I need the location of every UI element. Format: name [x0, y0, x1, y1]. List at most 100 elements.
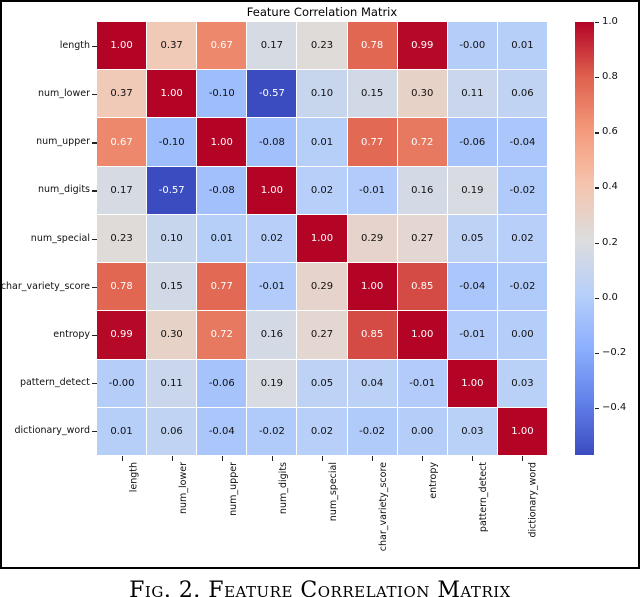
- heatmap-cell-num_digits-num_digits: 1.00: [247, 166, 297, 214]
- figure-caption: Fig. 2. Feature Correlation Matrix: [129, 578, 511, 597]
- x-tick-label-entropy: entropy: [428, 462, 439, 499]
- heatmap-cell-num_upper-num_lower: -0.10: [147, 118, 197, 166]
- heatmap-cell-entropy-length: 0.99: [97, 311, 147, 359]
- y-tick-label-num_digits: num_digits: [37, 184, 90, 196]
- heatmap-cell-num_special-num_lower: 0.10: [147, 214, 197, 263]
- heatmap-cell-char_variety_score-char_variety_score: 1.00: [347, 263, 397, 311]
- heatmap-cell-dictionary_word-length: 0.01: [97, 407, 147, 455]
- heatmap-cell-num_special-pattern_detect: 0.05: [447, 214, 497, 263]
- heatmap-cell-char_variety_score-length: 0.78: [97, 263, 147, 311]
- x-tick-label-num_special: num_special: [328, 462, 339, 522]
- x-tick-label-num_lower: num_lower: [178, 462, 189, 515]
- heatmap-cell-char_variety_score-num_digits: -0.01: [247, 263, 297, 311]
- y-tick-label-pattern_detect: pattern_detect: [19, 376, 90, 388]
- heatmap-cell-dictionary_word-dictionary_word: 1.00: [497, 407, 547, 455]
- y-tick-mark: [92, 238, 97, 240]
- heatmap-cell-num_upper-entropy: 0.72: [397, 118, 447, 166]
- heatmap-cell-entropy-num_upper: 0.72: [197, 311, 247, 359]
- y-tick-mark: [92, 430, 97, 433]
- heatmap-cell-num_lower-pattern_detect: 0.11: [447, 70, 497, 118]
- heatmap-cell-num_upper-num_special: 0.01: [297, 118, 347, 166]
- heatmap-cell-num_special-char_variety_score: 0.29: [347, 214, 397, 263]
- y-tick-label-entropy: entropy: [53, 328, 90, 340]
- heatmap-cell-length-num_digits: 0.17: [247, 22, 297, 70]
- heatmap-cell-dictionary_word-num_upper: -0.04: [197, 407, 247, 455]
- heatmap-cell-dictionary_word-num_digits: -0.02: [247, 407, 297, 455]
- x-tick-mark: [372, 456, 374, 461]
- heatmap-cell-num_digits-entropy: 0.16: [397, 166, 447, 214]
- colorbar-tick-label: −0.2: [602, 346, 627, 358]
- x-tick-label-dictionary_word: dictionary_word: [528, 462, 539, 538]
- heatmap-cell-num_lower-num_upper: -0.10: [197, 70, 247, 118]
- y-tick-mark: [92, 94, 97, 96]
- y-tick-label-num_upper: num_upper: [36, 136, 90, 148]
- figure-border: [0, 0, 640, 569]
- x-tick-label-char_variety_score: char_variety_score: [378, 462, 389, 552]
- colorbar-tick-mark: [595, 352, 599, 355]
- heatmap-cell-num_upper-char_variety_score: 0.77: [347, 118, 397, 166]
- heatmap-cell-dictionary_word-entropy: 0.00: [397, 407, 447, 455]
- heatmap-cell-pattern_detect-dictionary_word: 0.03: [497, 359, 547, 407]
- colorbar-tick-mark: [595, 187, 599, 189]
- heatmap-cell-char_variety_score-entropy: 0.85: [397, 263, 447, 311]
- heatmap-cell-pattern_detect-char_variety_score: 0.04: [347, 359, 397, 407]
- colorbar-tick-label: 0.2: [602, 236, 618, 248]
- heatmap-cell-pattern_detect-entropy: -0.01: [397, 359, 447, 407]
- heatmap-cell-pattern_detect-length: -0.00: [97, 359, 147, 407]
- heatmap-cell-num_special-dictionary_word: 0.02: [497, 214, 547, 263]
- heatmap-cell-num_special-length: 0.23: [97, 214, 147, 263]
- heatmap-cell-length-pattern_detect: -0.00: [447, 22, 497, 70]
- heatmap-cell-num_digits-length: 0.17: [97, 166, 147, 214]
- heatmap-cell-length-num_special: 0.23: [297, 22, 347, 70]
- heatmap-cell-length-num_upper: 0.67: [197, 22, 247, 70]
- colorbar-tick-label: 0.0: [602, 291, 618, 303]
- x-tick-mark: [422, 456, 424, 461]
- colorbar-tick-mark: [595, 297, 599, 300]
- heatmap-cell-pattern_detect-num_digits: 0.19: [247, 359, 297, 407]
- heatmap-cell-num_digits-num_upper: -0.08: [197, 166, 247, 214]
- x-tick-mark: [322, 456, 324, 461]
- x-tick-mark: [522, 456, 524, 461]
- colorbar-tick-mark: [595, 132, 599, 134]
- y-tick-label-num_special: num_special: [30, 232, 90, 244]
- heatmap-cell-entropy-char_variety_score: 0.85: [347, 311, 397, 359]
- heatmap-cell-num_digits-pattern_detect: 0.19: [447, 166, 497, 214]
- heatmap-cell-dictionary_word-pattern_detect: 0.03: [447, 407, 497, 455]
- heatmap-cell-num_lower-length: 0.37: [97, 70, 147, 118]
- y-tick-mark: [92, 190, 97, 192]
- y-tick-label-length: length: [59, 40, 90, 52]
- heatmap-grid: 1.00 0.37 0.67 0.17 0.23 0.78 0.99 -0.00 0.01 0.3…: [97, 22, 547, 455]
- heatmap-cell-entropy-num_special: 0.27: [297, 311, 347, 359]
- heatmap-cell-entropy-pattern_detect: -0.01: [447, 311, 497, 359]
- heatmap-cell-char_variety_score-num_special: 0.29: [297, 263, 347, 311]
- heatmap-cell-entropy-dictionary_word: 0.00: [497, 311, 547, 359]
- x-tick-mark: [222, 456, 224, 461]
- colorbar-tick-label: 0.6: [602, 126, 618, 138]
- heatmap-cell-entropy-entropy: 1.00: [397, 311, 447, 359]
- heatmap-cell-num_lower-num_lower: 1.00: [147, 70, 197, 118]
- colorbar-tick-mark: [595, 77, 599, 79]
- y-tick-label-dictionary_word: dictionary_word: [14, 424, 90, 436]
- heatmap-cell-num_digits-num_special: 0.02: [297, 166, 347, 214]
- heatmap-cell-char_variety_score-num_lower: 0.15: [147, 263, 197, 311]
- heatmap-cell-dictionary_word-num_lower: 0.06: [147, 407, 197, 455]
- x-tick-mark: [172, 456, 174, 461]
- heatmap-cell-num_digits-num_lower: -0.57: [147, 166, 197, 214]
- heatmap-cell-length-num_lower: 0.37: [147, 22, 197, 70]
- y-tick-mark: [92, 286, 97, 288]
- heatmap-cell-entropy-num_lower: 0.30: [147, 311, 197, 359]
- heatmap-cell-pattern_detect-num_upper: -0.06: [197, 359, 247, 407]
- heatmap-cell-length-dictionary_word: 0.01: [497, 22, 547, 70]
- heatmap-cell-num_upper-pattern_detect: -0.06: [447, 118, 497, 166]
- heatmap-cell-num_upper-num_upper: 1.00: [197, 118, 247, 166]
- heatmap-cell-num_lower-entropy: 0.30: [397, 70, 447, 118]
- heatmap-cell-pattern_detect-num_lower: 0.11: [147, 359, 197, 407]
- heatmap-cell-num_special-num_digits: 0.02: [247, 214, 297, 263]
- heatmap-cell-num_lower-dictionary_word: 0.06: [497, 70, 547, 118]
- heatmap-cell-entropy-num_digits: 0.16: [247, 311, 297, 359]
- heatmap-cell-char_variety_score-dictionary_word: -0.02: [497, 263, 547, 311]
- heatmap-cell-num_lower-num_digits: -0.57: [247, 70, 297, 118]
- x-tick-label-length: length: [128, 462, 139, 493]
- heatmap-cell-num_lower-num_special: 0.10: [297, 70, 347, 118]
